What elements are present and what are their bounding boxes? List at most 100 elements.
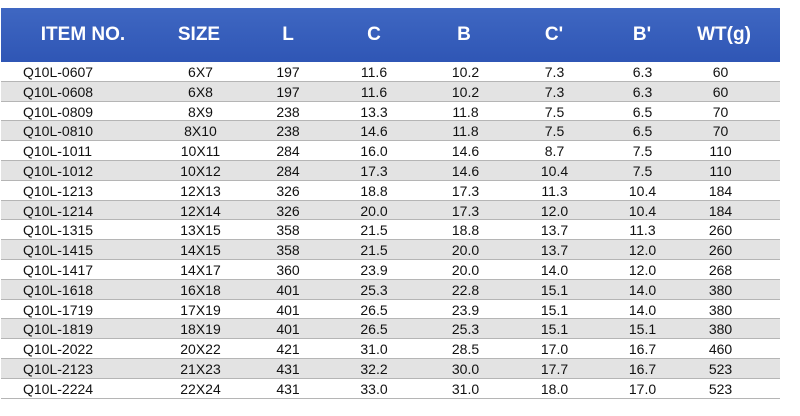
l-cell: 197 (276, 64, 300, 80)
b-prime-cell: 6.5 (632, 123, 653, 140)
item-no-cell: Q10L-0810 (23, 123, 94, 140)
item-no-cell: Q10L-1618 (23, 281, 94, 298)
weight-cell: 110 (709, 143, 732, 160)
b-prime-cell: 15.1 (628, 321, 657, 338)
item-no-cell: Q10L-0809 (23, 103, 94, 120)
size-cell: 8X9 (188, 103, 213, 120)
item-no-cell: Q10L-1719 (23, 301, 94, 318)
b-prime-cell: 12.0 (628, 261, 657, 278)
table-row: Q10L-1214 12X14 326 20.0 17.3 12.0 10.4 184 (1, 200, 780, 221)
weight-cell: 260 (708, 242, 733, 259)
l-cell: 284 (276, 162, 300, 179)
weight-cell: 184 (708, 202, 733, 219)
table-row: Q10L-2224 22X24 431 33.0 31.0 18.0 17.0 523 (1, 379, 780, 399)
c-prime-cell: 10.4 (540, 162, 569, 179)
size-cell: 22X24 (180, 380, 221, 397)
b-prime-cell: 11.3 (629, 222, 656, 239)
b-prime-cell: 7.5 (632, 162, 653, 179)
c-cell: 18.8 (360, 182, 388, 199)
size-cell: 20X22 (180, 341, 221, 358)
b-prime-cell: 6.5 (632, 103, 653, 120)
c-prime-cell: 11.3 (541, 182, 568, 199)
c-cell: 33.0 (360, 380, 388, 397)
c-cell: 26.5 (360, 301, 388, 318)
c-prime-cell: 8.7 (544, 143, 565, 160)
l-cell: 401 (276, 281, 300, 298)
weight-cell: 268 (708, 261, 733, 278)
b-prime-cell: 7.5 (632, 143, 653, 160)
c-prime-cell: 15.1 (540, 301, 569, 318)
header-item-no: ITEM NO. (40, 24, 126, 45)
table-header: ITEM NO. SIZE L C B C' B' WT(g) (1, 8, 780, 62)
b-cell: 14.6 (451, 143, 480, 160)
l-cell: 326 (276, 182, 300, 199)
size-cell: 18X19 (180, 321, 221, 338)
size-cell: 12X14 (180, 202, 221, 219)
b-cell: 20.0 (451, 261, 480, 278)
c-cell: 16.0 (360, 143, 388, 160)
table-row: Q10L-0810 8X10 238 14.6 11.8 7.5 6.5 70 (1, 121, 780, 142)
weight-cell: 260 (708, 222, 733, 239)
b-cell: 31.0 (451, 380, 480, 397)
weight-cell: 60 (712, 64, 729, 80)
header-b: B (457, 24, 471, 45)
l-cell: 326 (276, 202, 300, 219)
b-cell: 28.5 (451, 341, 480, 358)
b-cell: 22.8 (451, 281, 480, 298)
size-cell: 13X15 (180, 222, 221, 239)
item-no-cell: Q10L-1417 (23, 261, 94, 278)
b-cell: 11.8 (452, 103, 479, 120)
b-prime-cell: 10.4 (628, 182, 657, 199)
table-row: Q10L-0608 6X8 197 11.6 10.2 7.3 6.3 60 (1, 81, 780, 102)
b-prime-cell: 16.7 (628, 360, 657, 377)
header-l: L (282, 24, 294, 45)
c-prime-cell: 15.1 (540, 281, 569, 298)
item-no-cell: Q10L-1819 (23, 321, 94, 338)
weight-cell: 70 (712, 123, 729, 140)
item-no-cell: Q10L-1415 (23, 242, 94, 259)
b-cell: 10.2 (451, 64, 480, 80)
table-row: Q10L-1011 10X11 284 16.0 14.6 8.7 7.5 110 (1, 141, 780, 161)
b-cell: 17.3 (451, 202, 480, 219)
table-row: Q10L-1012 10X12 284 17.3 14.6 10.4 7.5 110 (1, 160, 780, 181)
c-cell: 11.6 (360, 83, 388, 100)
c-prime-cell: 15.1 (540, 321, 569, 338)
c-prime-cell: 7.5 (544, 123, 565, 140)
header-size: SIZE (177, 24, 221, 45)
table-row: Q10L-1415 14X15 358 21.5 20.0 13.7 12.0 260 (1, 240, 780, 260)
b-prime-cell: 14.0 (628, 301, 657, 318)
b-cell: 25.3 (451, 321, 480, 338)
header-c: C (367, 24, 381, 45)
size-cell: 6X7 (188, 64, 213, 80)
c-prime-cell: 13.7 (540, 222, 569, 239)
b-cell: 23.9 (451, 301, 480, 318)
weight-cell: 380 (708, 301, 733, 318)
l-cell: 238 (276, 103, 300, 120)
item-no-cell: Q10L-2123 (23, 360, 94, 377)
c-cell: 21.5 (360, 242, 388, 259)
b-prime-cell: 6.3 (632, 64, 653, 80)
table-body: Q10L-0607 6X7 197 11.6 10.2 7.3 6.3 60 Q10L-0608… (1, 62, 780, 399)
c-cell: 20.0 (360, 202, 388, 219)
c-cell: 31.0 (360, 341, 388, 358)
item-no-cell: Q10L-1012 (23, 162, 94, 179)
table-row: Q10L-1719 17X19 401 26.5 23.9 15.1 14.0 380 (1, 300, 780, 320)
table-row: Q10L-1417 14X17 360 23.9 20.0 14.0 12.0 268 (1, 260, 780, 280)
weight-cell: 523 (708, 380, 733, 397)
b-cell: 30.0 (451, 360, 480, 377)
c-cell: 23.9 (360, 261, 388, 278)
item-no-cell: Q10L-1213 (23, 182, 94, 199)
weight-cell: 70 (712, 103, 729, 120)
table-row: Q10L-1819 18X19 401 26.5 25.3 15.1 15.1 380 (1, 319, 780, 340)
item-no-cell: Q10L-1011 (23, 143, 93, 160)
b-cell: 10.2 (451, 83, 480, 100)
b-prime-cell: 10.4 (628, 202, 657, 219)
table-row: Q10L-2022 20X22 421 31.0 28.5 17.0 16.7 460 (1, 339, 780, 359)
size-cell: 16X18 (180, 281, 221, 298)
c-prime-cell: 17.7 (540, 360, 569, 377)
b-cell: 18.8 (451, 222, 480, 239)
table-row: Q10L-0809 8X9 238 13.3 11.8 7.5 6.5 70 (1, 102, 780, 122)
b-prime-cell: 12.0 (628, 242, 657, 259)
weight-cell: 523 (708, 360, 733, 377)
size-cell: 8X10 (184, 123, 217, 140)
